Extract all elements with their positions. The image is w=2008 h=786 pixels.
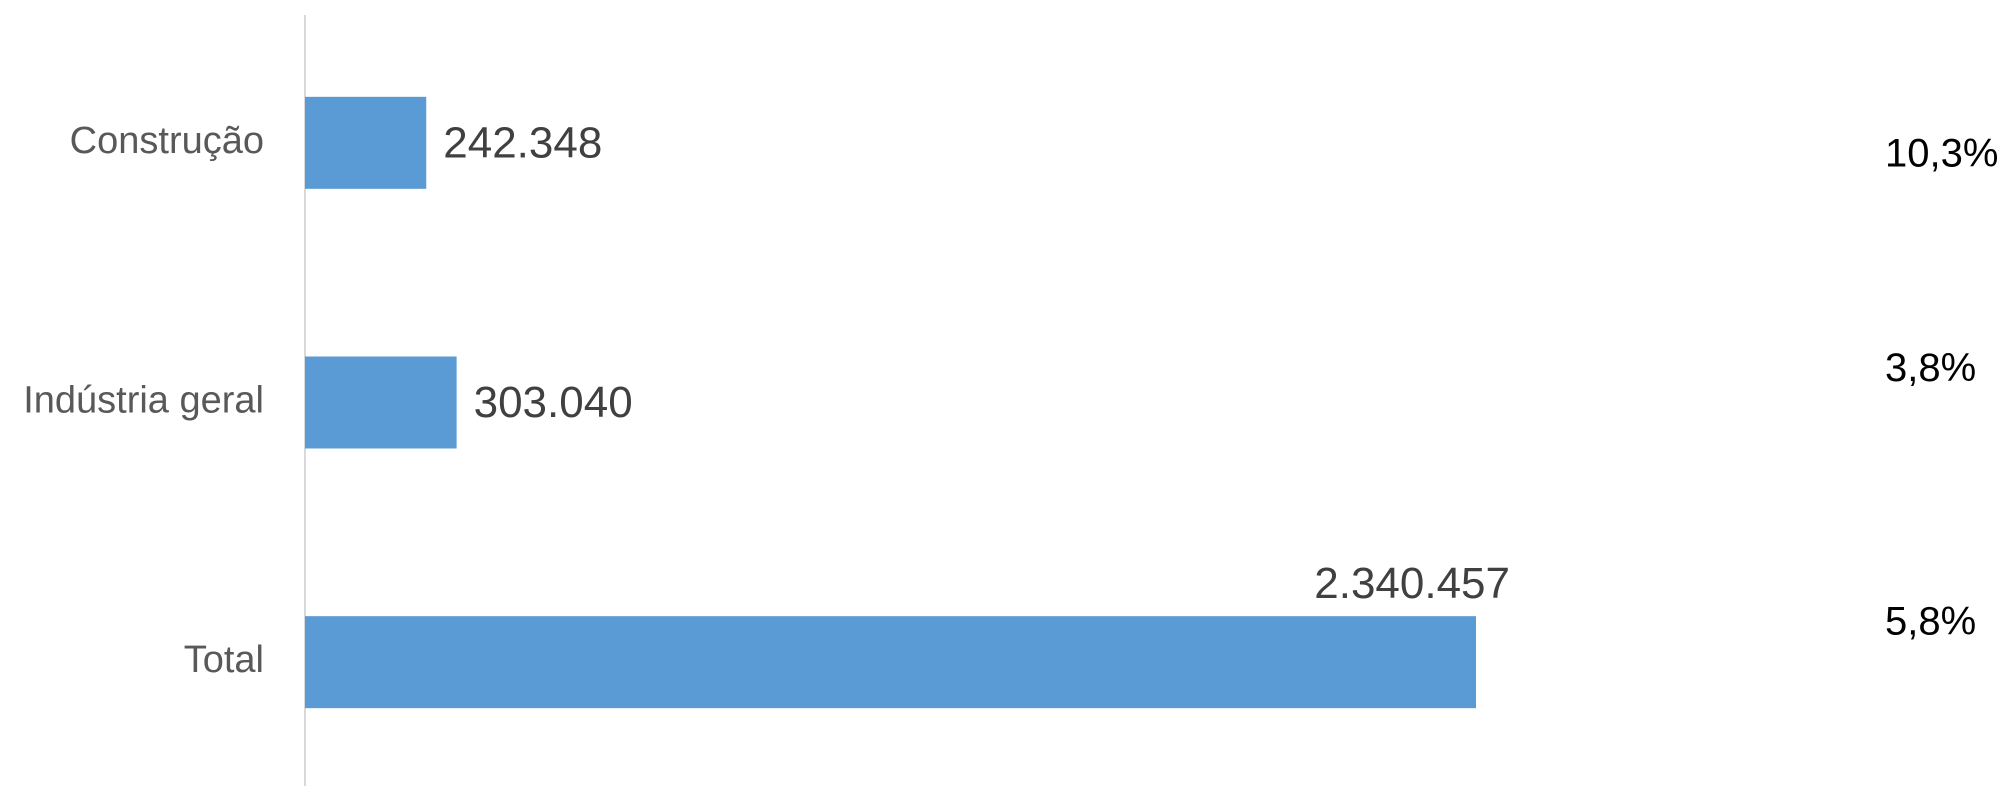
annotation: 5,8% xyxy=(1885,600,1976,644)
category-label: Construção xyxy=(70,120,264,162)
value-label: 2.340.457 xyxy=(1314,559,1510,608)
value-label: 303.040 xyxy=(474,378,633,427)
value-label: 242.348 xyxy=(443,118,602,167)
bar xyxy=(305,96,427,189)
category-label: Total xyxy=(184,639,264,681)
bar xyxy=(305,616,1477,709)
bar xyxy=(305,356,457,449)
annotation: 10,3% xyxy=(1885,131,1998,175)
annotation: 3,8% xyxy=(1885,346,1976,390)
category-label: Indústria geral xyxy=(23,380,264,422)
